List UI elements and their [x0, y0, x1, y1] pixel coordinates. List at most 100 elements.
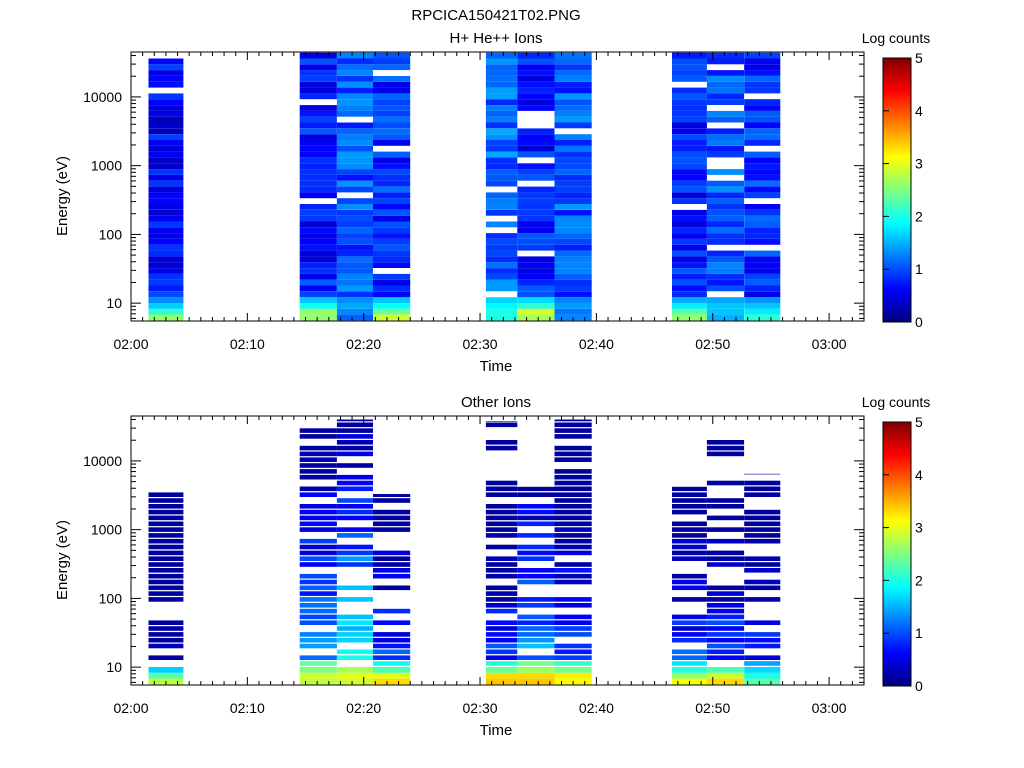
heatmap-cell [299, 151, 337, 158]
heatmap-cell [485, 421, 518, 422]
heatmap-cell [672, 99, 707, 105]
heatmap-cell [744, 473, 781, 475]
axis-ticks: 02:00 02:10 02:20 02:30 02:40 02:50 03:00 10 100… [83, 416, 865, 716]
heatmap-cell [485, 52, 518, 59]
heatmap-cell [672, 504, 707, 509]
heatmap-cell [744, 239, 781, 245]
heatmap-cell [373, 573, 411, 579]
heatmap-cell [554, 81, 592, 88]
heatmap-cell [148, 626, 184, 631]
heatmap-cell [336, 215, 373, 222]
heatmap-cell [373, 608, 411, 614]
heatmap-cell [554, 509, 592, 515]
heatmap-cell [148, 244, 184, 251]
heatmap-cell [485, 608, 518, 614]
heatmap-cell [744, 215, 781, 222]
heatmap-cell [554, 649, 592, 655]
heatmap-cell [148, 105, 184, 111]
heatmap-cell [672, 198, 707, 204]
heatmap-cell [336, 76, 373, 82]
heatmap-cell [672, 667, 707, 673]
heatmap-cell [373, 233, 411, 239]
y-tick-label: 100 [99, 226, 123, 242]
heatmap-cell [336, 157, 373, 164]
heatmap-cell [706, 70, 745, 76]
y-tick-label: 10000 [83, 89, 122, 105]
heatmap-cell [373, 180, 411, 187]
heatmap-cell [744, 192, 781, 199]
colorbar-tick-label: 2 [915, 572, 923, 588]
heatmap-cell [148, 70, 184, 76]
heatmap-cell [485, 440, 518, 445]
heatmap-cell [744, 308, 781, 315]
heatmap-cell [706, 151, 745, 158]
heatmap-cell [336, 70, 373, 76]
heatmap-cell [485, 209, 518, 216]
heatmap-cell [299, 445, 337, 451]
heatmap-cell [554, 105, 592, 111]
heatmap-cell [672, 626, 707, 631]
x-tick-label: 02:30 [463, 336, 498, 352]
heatmap-cell [517, 174, 555, 181]
heatmap-cell [554, 480, 592, 486]
heatmap-cell [672, 544, 707, 550]
heatmap-cell [744, 632, 781, 637]
heatmap-cell [299, 643, 337, 649]
heatmap-cell [373, 151, 411, 158]
heatmap-cell [373, 509, 411, 515]
heatmap-cell [672, 256, 707, 263]
heatmap-cell [554, 428, 592, 433]
heatmap-cell [672, 538, 707, 544]
heatmap-cell [744, 140, 781, 146]
heatmap-cell [517, 186, 555, 193]
heatmap-cell [299, 128, 337, 135]
heatmap-cell [148, 550, 184, 556]
heatmap-cell [336, 434, 373, 439]
heatmap-cell [672, 169, 707, 175]
heatmap-cell [373, 620, 411, 625]
heatmap-cell [148, 562, 184, 567]
heatmap-cell [148, 250, 184, 257]
heatmap-cell [336, 626, 373, 631]
heatmap-cell [148, 533, 184, 538]
heatmap-cell [554, 174, 592, 181]
heatmap-cell [299, 314, 337, 321]
heatmap-cell [373, 227, 411, 234]
heatmap-cell [744, 87, 781, 94]
heatmap-cell [373, 157, 411, 164]
x-axis-label: Time [480, 722, 513, 739]
heatmap-cell [706, 597, 745, 602]
heatmap-cell [517, 145, 555, 152]
heatmap-cell [148, 297, 184, 303]
heatmap-cell [744, 678, 781, 685]
heatmap-cell [299, 463, 337, 468]
heatmap-cell [672, 87, 707, 94]
heatmap-cell [299, 227, 337, 234]
heatmap-cell [148, 579, 184, 585]
heatmap-cell [485, 515, 518, 521]
heatmap-cell [554, 661, 592, 666]
heatmap-cell [485, 492, 518, 497]
heatmap-cell [299, 116, 337, 123]
heatmap-cell [706, 192, 745, 199]
heatmap-cell [706, 556, 745, 561]
x-tick-label: 02:40 [579, 700, 614, 716]
heatmap-cell [485, 568, 518, 573]
heatmap-cell [485, 279, 518, 286]
heatmap-cell [744, 486, 781, 492]
heatmap-cell [517, 233, 555, 239]
heatmap-cell [336, 649, 373, 655]
heatmap-cell [517, 308, 555, 315]
heatmap-cell [148, 215, 184, 222]
heatmap-cell [336, 632, 373, 637]
heatmap-cell [744, 174, 781, 181]
heatmap-cell [706, 440, 745, 445]
heatmap-cell [485, 556, 518, 561]
heatmap-cell [299, 667, 337, 673]
heatmap-cell [373, 122, 411, 129]
heatmap-cell [706, 204, 745, 210]
heatmap-cell [299, 678, 337, 685]
heatmap-cell [554, 227, 592, 234]
heatmap-cell [744, 509, 781, 515]
heatmap-cell [744, 268, 781, 274]
